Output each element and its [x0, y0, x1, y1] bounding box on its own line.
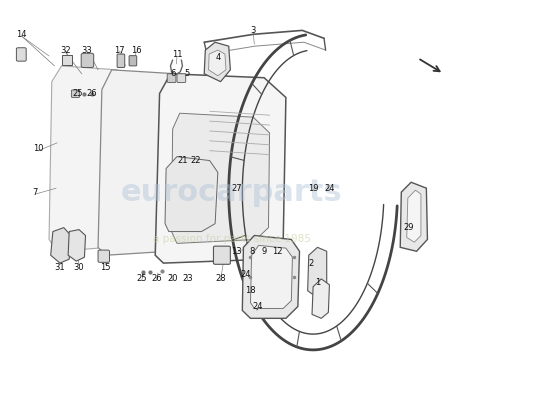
Text: 3: 3 [251, 26, 256, 35]
Text: 2: 2 [309, 259, 314, 268]
Text: 25: 25 [136, 274, 147, 283]
FancyBboxPatch shape [98, 250, 109, 262]
Text: 12: 12 [272, 247, 283, 256]
Polygon shape [49, 66, 125, 251]
Polygon shape [208, 50, 226, 76]
Polygon shape [307, 247, 327, 299]
Text: 11: 11 [172, 50, 182, 58]
Text: 4: 4 [215, 54, 221, 62]
Polygon shape [172, 113, 270, 243]
Text: 27: 27 [232, 184, 242, 193]
Text: 14: 14 [16, 30, 27, 39]
Text: 9: 9 [261, 247, 267, 256]
Polygon shape [312, 279, 329, 318]
Polygon shape [62, 55, 73, 65]
FancyBboxPatch shape [213, 246, 230, 264]
Text: 18: 18 [245, 286, 256, 295]
Text: 32: 32 [60, 46, 71, 55]
Text: 24: 24 [324, 184, 335, 193]
Text: 30: 30 [74, 262, 84, 272]
Text: 23: 23 [183, 274, 193, 283]
FancyBboxPatch shape [81, 53, 94, 68]
Text: 7: 7 [33, 188, 38, 197]
Polygon shape [155, 74, 286, 263]
Text: 25: 25 [73, 89, 83, 98]
Text: 19: 19 [308, 184, 318, 193]
Text: 10: 10 [33, 144, 43, 153]
Polygon shape [250, 245, 293, 308]
Text: 17: 17 [114, 46, 125, 55]
Polygon shape [407, 190, 421, 242]
FancyBboxPatch shape [16, 48, 26, 61]
Text: 31: 31 [54, 262, 65, 272]
Text: a passion for parts since 1985: a passion for parts since 1985 [152, 234, 310, 244]
Polygon shape [165, 157, 218, 232]
Text: eurocarparts: eurocarparts [120, 178, 342, 207]
Text: 24: 24 [252, 302, 263, 311]
Text: 5: 5 [184, 69, 189, 78]
Polygon shape [243, 236, 300, 318]
Text: 26: 26 [151, 274, 162, 283]
Polygon shape [68, 230, 86, 261]
FancyBboxPatch shape [72, 90, 80, 98]
Text: 16: 16 [131, 46, 141, 55]
Text: 8: 8 [250, 247, 255, 256]
Polygon shape [51, 228, 71, 263]
Text: 29: 29 [403, 223, 414, 232]
Text: 21: 21 [177, 156, 188, 165]
Text: 6: 6 [170, 69, 176, 78]
Text: 26: 26 [86, 89, 97, 98]
Text: 20: 20 [167, 274, 178, 283]
Text: 24: 24 [240, 270, 251, 280]
Text: 22: 22 [191, 156, 201, 165]
Polygon shape [204, 42, 230, 82]
FancyBboxPatch shape [129, 56, 137, 66]
Text: 28: 28 [215, 274, 226, 283]
FancyBboxPatch shape [117, 54, 125, 68]
Polygon shape [98, 70, 185, 255]
Polygon shape [400, 182, 427, 251]
Text: 1: 1 [315, 278, 320, 287]
FancyBboxPatch shape [167, 74, 176, 82]
Text: 15: 15 [100, 262, 111, 272]
FancyBboxPatch shape [177, 74, 186, 82]
Text: 13: 13 [232, 247, 242, 256]
Text: 33: 33 [82, 46, 92, 55]
